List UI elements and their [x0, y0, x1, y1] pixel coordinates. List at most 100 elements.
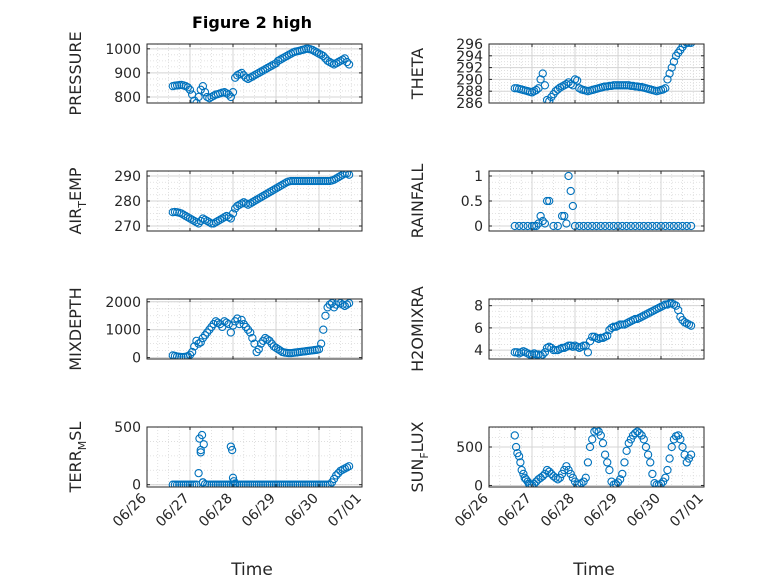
data-point — [573, 76, 582, 85]
data-point — [530, 221, 539, 231]
x-tick-label: 06/27 — [495, 491, 535, 531]
data-point — [198, 214, 208, 223]
data-point — [523, 221, 532, 231]
data-point — [308, 176, 317, 186]
data-series — [510, 44, 696, 103]
data-point — [536, 75, 545, 84]
data-point — [291, 176, 300, 186]
data-point — [304, 176, 313, 186]
data-point — [284, 50, 294, 59]
data-point — [293, 176, 302, 186]
data-point — [205, 325, 214, 334]
data-point — [194, 469, 203, 478]
data-point — [598, 439, 608, 448]
data-point — [198, 478, 208, 487]
data-point — [280, 53, 289, 62]
data-point — [674, 221, 683, 231]
data-point — [261, 480, 270, 487]
data-point — [269, 185, 278, 194]
data-point — [626, 81, 636, 91]
data-point — [667, 63, 676, 72]
data-point — [248, 72, 257, 81]
data-point — [551, 473, 560, 482]
data-point — [228, 473, 238, 482]
data-point — [306, 176, 315, 186]
data-point — [540, 348, 550, 357]
data-point — [609, 81, 618, 90]
data-point — [250, 71, 259, 80]
y-tick-label: 900 — [114, 66, 141, 82]
data-point — [263, 335, 272, 344]
data-point — [321, 311, 330, 320]
y-axis-label: SUNFLUX — [408, 421, 431, 492]
data-point — [329, 175, 339, 184]
data-point — [172, 480, 182, 487]
data-point — [332, 471, 341, 480]
x-tick-label: 06/30 — [624, 491, 664, 531]
data-series — [168, 171, 354, 228]
data-point — [261, 333, 270, 343]
data-point — [252, 347, 261, 357]
data-point — [185, 85, 195, 94]
data-point — [267, 61, 276, 70]
data-point — [239, 480, 248, 487]
data-point — [250, 196, 259, 206]
x-axis-label-right: Time — [572, 560, 615, 580]
data-point — [252, 195, 261, 204]
panel-pressure: 800 900 1000 PRESSURE — [66, 31, 363, 116]
data-point — [252, 69, 261, 79]
data-point — [183, 352, 192, 359]
data-point — [646, 458, 655, 467]
data-point — [271, 480, 281, 487]
data-point — [682, 44, 691, 47]
data-point — [190, 216, 199, 226]
data-point — [600, 221, 610, 231]
y-tick-label: 292 — [456, 61, 483, 77]
y-tick-label: 288 — [456, 84, 483, 100]
y-tick-label: 1000 — [105, 323, 141, 339]
data-point — [686, 221, 696, 231]
data-point — [263, 63, 272, 73]
data-point — [564, 171, 573, 181]
data-point — [641, 442, 651, 452]
data-point — [274, 480, 283, 487]
data-point — [295, 176, 304, 186]
data-point — [269, 342, 278, 351]
data-point — [596, 221, 605, 231]
data-point — [639, 221, 648, 231]
y-tick-label: 8 — [474, 299, 483, 315]
data-point — [682, 221, 691, 231]
data-point — [228, 88, 238, 97]
data-point — [557, 211, 567, 221]
data-point — [185, 480, 195, 487]
data-point — [295, 480, 304, 487]
axes-background — [489, 44, 704, 103]
data-point — [342, 57, 352, 67]
data-point — [344, 60, 354, 69]
data-point — [213, 480, 223, 487]
data-point — [332, 174, 341, 183]
data-point — [263, 189, 272, 198]
data-point — [542, 95, 552, 103]
data-point — [194, 219, 203, 228]
data-point — [267, 480, 276, 487]
data-point — [194, 92, 203, 102]
y-axis-label: PRESSURE — [66, 31, 85, 115]
y-tick-label: 4 — [474, 343, 483, 359]
x-tick-label: 06/29 — [239, 491, 279, 531]
data-point — [215, 480, 225, 487]
data-point — [248, 480, 257, 487]
data-point — [618, 221, 627, 231]
data-point — [271, 184, 281, 193]
data-point — [183, 213, 192, 222]
data-point — [609, 221, 618, 231]
x-tick-label: 06/28 — [196, 491, 236, 531]
data-point — [284, 480, 294, 487]
data-point — [252, 480, 261, 487]
data-point — [510, 431, 519, 440]
data-point — [620, 81, 629, 90]
data-point — [179, 480, 188, 487]
y-tick-label: 0.5 — [461, 194, 483, 210]
grid — [146, 44, 363, 104]
data-point — [536, 211, 545, 221]
